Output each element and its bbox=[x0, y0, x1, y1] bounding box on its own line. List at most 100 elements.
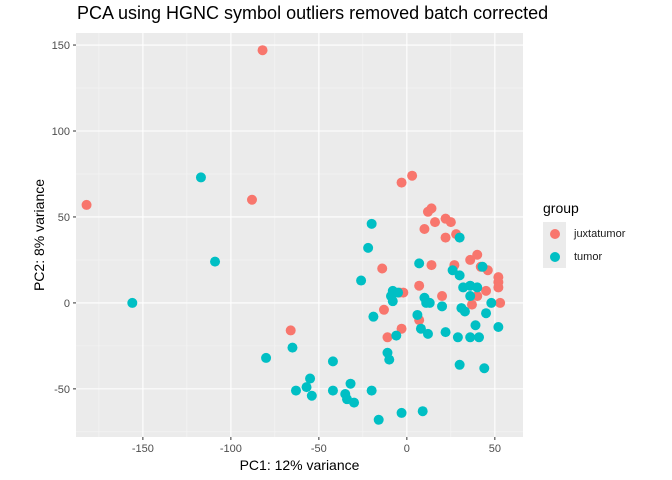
data-point-tumor bbox=[363, 242, 374, 253]
data-point-tumor bbox=[366, 385, 377, 396]
data-point-juxtatumor bbox=[466, 299, 477, 310]
data-point-tumor bbox=[391, 330, 402, 341]
legend: group juxtatumor tumor bbox=[543, 200, 625, 268]
data-point-juxtatumor bbox=[257, 45, 268, 56]
data-point-tumor bbox=[465, 332, 476, 343]
data-point-tumor bbox=[440, 327, 451, 338]
data-point-tumor bbox=[414, 258, 425, 269]
data-point-tumor bbox=[210, 256, 221, 267]
y-tick-label: 0 bbox=[64, 298, 70, 310]
data-point-juxtatumor bbox=[495, 297, 506, 308]
data-point-juxtatumor bbox=[481, 285, 492, 296]
data-point-tumor bbox=[452, 332, 463, 343]
x-tick-label: 0 bbox=[404, 443, 410, 455]
data-point-juxtatumor bbox=[285, 325, 296, 336]
data-point-tumor bbox=[472, 282, 483, 293]
data-point-tumor bbox=[415, 323, 426, 334]
data-point-juxtatumor bbox=[493, 282, 504, 293]
data-point-tumor bbox=[345, 378, 356, 389]
data-point-tumor bbox=[261, 352, 272, 363]
data-point-tumor bbox=[287, 342, 298, 353]
data-point-tumor bbox=[349, 397, 360, 408]
legend-title: group bbox=[543, 200, 579, 216]
data-point-tumor bbox=[437, 301, 448, 312]
data-point-tumor bbox=[327, 356, 338, 367]
data-point-juxtatumor bbox=[472, 291, 483, 302]
data-point-tumor bbox=[481, 308, 492, 319]
data-points bbox=[81, 45, 506, 425]
tick-labels: -150 -100 -50 0 50 -50 0 50 100 150 bbox=[52, 40, 501, 455]
legend-key bbox=[543, 222, 566, 245]
data-point-juxtatumor bbox=[465, 254, 476, 265]
data-point-tumor bbox=[417, 406, 428, 417]
data-point-tumor bbox=[373, 414, 384, 425]
data-point-tumor bbox=[474, 332, 485, 343]
data-point-juxtatumor bbox=[407, 170, 418, 181]
data-point-tumor bbox=[421, 297, 432, 308]
data-point-tumor bbox=[412, 309, 423, 320]
data-point-tumor bbox=[479, 363, 490, 374]
x-tick-label: 50 bbox=[489, 443, 501, 455]
data-point-juxtatumor bbox=[445, 217, 456, 228]
y-tick-label: 150 bbox=[52, 40, 70, 52]
data-point-tumor bbox=[127, 297, 138, 308]
data-point-tumor bbox=[454, 359, 465, 370]
axis-ticks bbox=[73, 44, 496, 440]
data-point-tumor bbox=[459, 306, 470, 317]
x-axis-label: PC1: 12% variance bbox=[239, 457, 360, 473]
data-point-tumor bbox=[393, 287, 404, 298]
data-point-tumor bbox=[465, 291, 476, 302]
data-point-tumor bbox=[382, 347, 393, 358]
legend-label: tumor bbox=[574, 250, 603, 263]
data-point-juxtatumor bbox=[81, 199, 92, 210]
data-point-juxtatumor bbox=[419, 223, 430, 234]
data-point-tumor bbox=[454, 232, 465, 243]
data-point-tumor bbox=[301, 382, 312, 393]
data-point-juxtatumor bbox=[378, 304, 389, 315]
legend-dot-juxtatumor bbox=[549, 228, 560, 239]
data-point-tumor bbox=[306, 390, 317, 401]
data-point-juxtatumor bbox=[414, 280, 425, 291]
legend-key bbox=[543, 245, 566, 268]
data-point-tumor bbox=[470, 320, 481, 331]
data-point-tumor bbox=[368, 311, 379, 322]
data-point-tumor bbox=[327, 385, 338, 396]
data-point-juxtatumor bbox=[426, 203, 437, 214]
data-point-tumor bbox=[290, 385, 301, 396]
data-point-tumor bbox=[366, 218, 377, 229]
chart-title: PCA using HGNC symbol outliers removed b… bbox=[77, 3, 549, 23]
data-point-tumor bbox=[387, 296, 398, 307]
data-point-tumor bbox=[493, 321, 504, 332]
x-tick-label: -150 bbox=[132, 443, 154, 455]
legend-item-tumor: tumor bbox=[543, 245, 625, 268]
data-point-juxtatumor bbox=[440, 232, 451, 243]
x-tick-label: -50 bbox=[311, 443, 327, 455]
data-point-tumor bbox=[195, 172, 206, 183]
data-point-juxtatumor bbox=[430, 217, 441, 228]
data-point-tumor bbox=[447, 265, 458, 276]
minor-gridlines bbox=[76, 33, 523, 437]
y-axis-label: PC2: 8% variance bbox=[31, 178, 47, 292]
data-point-tumor bbox=[454, 270, 465, 281]
y-tick-label: -50 bbox=[54, 384, 70, 396]
data-point-tumor bbox=[305, 373, 316, 384]
data-point-juxtatumor bbox=[377, 263, 388, 274]
x-tick-label: -100 bbox=[220, 443, 242, 455]
y-tick-label: 100 bbox=[52, 126, 70, 138]
data-point-tumor bbox=[356, 275, 367, 286]
data-point-tumor bbox=[486, 297, 497, 308]
data-point-juxtatumor bbox=[382, 332, 393, 343]
data-point-juxtatumor bbox=[396, 177, 407, 188]
data-point-juxtatumor bbox=[437, 291, 448, 302]
data-point-juxtatumor bbox=[472, 249, 483, 260]
data-point-tumor bbox=[422, 328, 433, 339]
legend-dot-tumor bbox=[549, 251, 560, 262]
legend-item-juxtatumor: juxtatumor bbox=[543, 222, 625, 245]
data-point-tumor bbox=[477, 261, 488, 272]
data-point-juxtatumor bbox=[426, 260, 437, 271]
legend-label: juxtatumor bbox=[574, 227, 626, 240]
y-tick-label: 50 bbox=[58, 212, 70, 224]
data-point-juxtatumor bbox=[246, 194, 257, 205]
data-point-juxtatumor bbox=[396, 323, 407, 334]
